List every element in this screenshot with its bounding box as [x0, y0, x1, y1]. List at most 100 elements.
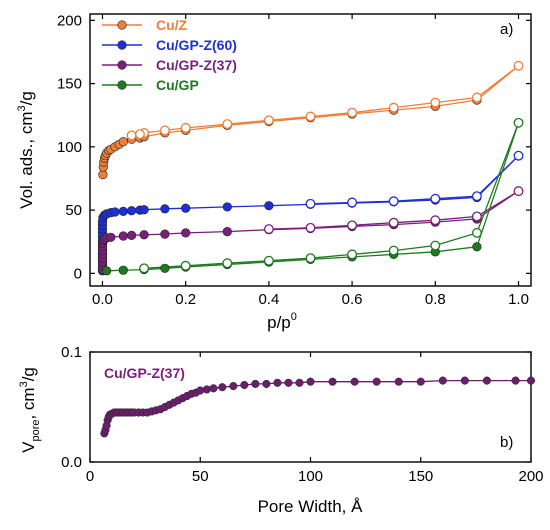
desorption-point	[471, 227, 482, 238]
adsorption-point	[264, 201, 274, 211]
pore-point	[295, 378, 304, 387]
pore-point	[251, 379, 260, 388]
series-pore-volume	[100, 376, 536, 438]
x-tick-label-a: 1.0	[508, 291, 529, 308]
desorption-point	[513, 186, 524, 197]
y-tick-label-a: 100	[57, 139, 82, 156]
desorption-point	[263, 255, 274, 266]
x-tick-label-a: 0.4	[258, 291, 279, 308]
adsorption-point	[118, 265, 128, 275]
pore-point	[284, 378, 293, 387]
legend-marker	[117, 20, 127, 30]
pore-point	[196, 386, 205, 395]
adsorption-point	[118, 137, 128, 147]
panel-label-a: a)	[500, 21, 513, 38]
desorption-point	[430, 193, 441, 204]
desorption-point	[347, 197, 358, 208]
desorption-point	[305, 222, 316, 233]
series-marks-b	[100, 376, 536, 438]
adsorption-point	[472, 242, 482, 252]
desorption-point	[430, 97, 441, 108]
desorption-point	[222, 258, 233, 269]
desorption-point	[347, 249, 358, 260]
pore-point	[350, 377, 359, 386]
x-tick-label-b: 100	[298, 468, 323, 485]
pore-point	[273, 378, 282, 387]
adsorption-point	[102, 266, 112, 276]
y-tick-label-b: 0.1	[61, 344, 82, 361]
adsorption-point	[139, 230, 149, 240]
adsorption-point	[160, 204, 170, 214]
x-axis-label-a: p/p0	[267, 311, 297, 332]
desorption-point	[471, 211, 482, 222]
axis-ticks-b: 0 50 100 150 200 0.0 0.1	[61, 344, 543, 485]
desorption-point	[513, 150, 524, 161]
x-tick-label-a: 0.8	[425, 291, 446, 308]
adsorption-point	[127, 230, 137, 240]
y-axis-label-a: Vol. ads., cm3/g	[16, 91, 36, 209]
adsorption-point	[139, 205, 149, 215]
pore-point	[438, 376, 447, 385]
series-cu-gp	[102, 117, 524, 276]
x-tick-label-a: 0.0	[92, 291, 113, 308]
pore-point	[218, 383, 227, 392]
desorption-point	[347, 220, 358, 231]
desorption-point	[347, 107, 358, 118]
x-tick-label-b: 150	[408, 468, 433, 485]
axis-ticks-a: 0.0 0.2 0.4 0.6 0.8 1.0 0 50 100 150 200	[57, 12, 531, 308]
adsorption-point	[127, 206, 137, 216]
desorption-point	[139, 263, 150, 274]
desorption-point	[222, 119, 233, 130]
desorption-line	[144, 122, 520, 269]
series-cu-z	[98, 60, 524, 180]
pore-point	[416, 377, 425, 386]
adsorption-point	[110, 207, 120, 217]
desorption-point	[388, 102, 399, 113]
desorption-point	[471, 191, 482, 202]
adsorption-point	[118, 206, 128, 216]
legend-label: Cu/GP-Z(60)	[156, 37, 237, 53]
desorption-point	[305, 198, 316, 209]
y-tick-label-a: 0	[74, 265, 82, 282]
desorption-point	[513, 60, 524, 71]
y-axis-label-b: Vpore, cm3/g	[18, 367, 42, 453]
desorption-point	[134, 129, 145, 140]
pore-point	[328, 377, 337, 386]
x-tick-label-b: 200	[518, 468, 543, 485]
adsorption-point	[181, 203, 191, 213]
panel-label-b: b)	[500, 434, 513, 451]
legend-label: Cu/GP	[156, 77, 199, 93]
y-tick-label-b: 0.0	[61, 454, 82, 471]
pore-point	[262, 379, 271, 388]
desorption-point	[430, 240, 441, 251]
y-tick-label-a: 150	[57, 76, 82, 93]
y-tick-label-a: 50	[65, 202, 82, 219]
pore-point	[240, 380, 249, 390]
pore-point	[511, 376, 520, 385]
desorption-point	[159, 125, 170, 136]
chart-panel-b: 0 50 100 150 200 0.0 0.1 b) Cu/GP-Z(37) Pore W…	[18, 344, 544, 516]
desorption-point	[180, 122, 191, 133]
pore-point	[306, 377, 315, 386]
desorption-line	[310, 155, 519, 205]
series-marks-a	[97, 60, 524, 276]
pore-point	[229, 382, 238, 391]
x-tick-label-a: 0.2	[175, 291, 196, 308]
pore-point	[209, 384, 218, 393]
desorption-point	[388, 217, 399, 228]
desorption-point	[305, 111, 316, 122]
annotation-b: Cu/GP-Z(37)	[104, 365, 185, 381]
desorption-point	[388, 245, 399, 256]
x-axis-label-b: Pore Width, Å	[258, 497, 364, 516]
adsorption-point	[222, 227, 232, 237]
legend-label: Cu/GP-Z(37)	[156, 57, 237, 73]
adsorption-point	[181, 228, 191, 238]
series-cu-gp-z-37-	[97, 186, 524, 275]
legend-a: Cu/Z Cu/GP-Z(60) Cu/GP-Z(37) Cu/GP	[102, 17, 237, 93]
adsorption-point	[160, 263, 170, 273]
pore-point	[526, 376, 536, 385]
pore-point	[394, 377, 403, 386]
legend-marker	[117, 80, 127, 90]
